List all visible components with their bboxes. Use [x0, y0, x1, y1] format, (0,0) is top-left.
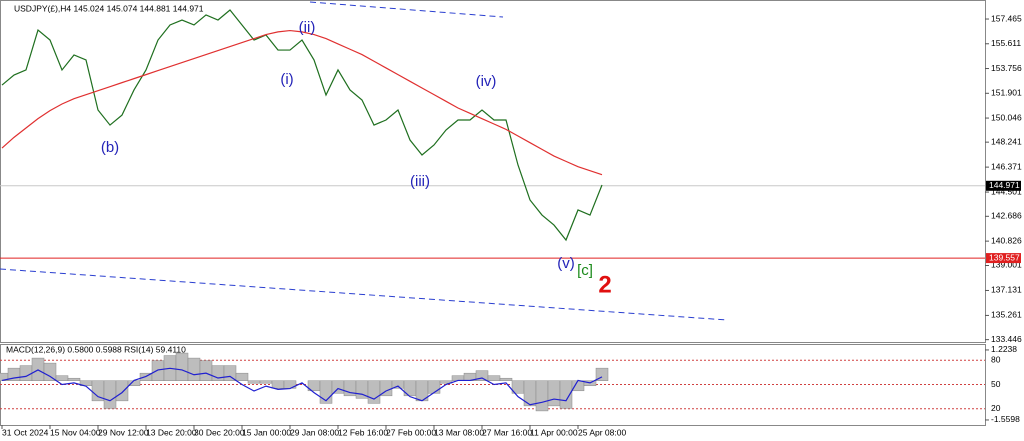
macd-bar [595, 367, 609, 381]
macd-bar [367, 380, 381, 404]
y-tick-label: 150.046 [991, 112, 1022, 122]
price-line [1, 29, 603, 176]
wave-label: [c] [577, 262, 593, 279]
y-tick-label: 137.131 [991, 285, 1022, 295]
y2-tick-label: 80 [991, 354, 1001, 364]
trend-line [309, 1, 504, 18]
wave-label: (b) [101, 139, 119, 156]
price-line [1, 9, 603, 242]
y-tick-label: 140.826 [991, 235, 1022, 245]
y-tick-label: 153.756 [991, 63, 1022, 73]
x-tick-label: 27 Mar 16:00 [482, 427, 532, 437]
support-label: 139.557 [989, 252, 1020, 262]
y-tick-label: 157.465 [991, 13, 1022, 23]
x-tick-label: 30 Dec 20:00 [194, 427, 245, 437]
last-price-box [986, 180, 1021, 191]
x-tick-label: 15 Nov 04:00 [50, 427, 101, 437]
y-tick-label: 144.501 [991, 186, 1022, 196]
x-tick-label: 29 Nov 12:00 [98, 427, 149, 437]
x-tick-label: 27 Feb 00:00 [386, 427, 436, 437]
macd-bar [175, 352, 189, 381]
macd-bar [271, 380, 285, 389]
wave-label: (i) [280, 71, 293, 88]
last-price-label: 144.971 [989, 180, 1020, 190]
macd-bar [499, 377, 513, 381]
x-tick-label: 13 Mar 08:00 [434, 427, 484, 437]
wave-label: (iv) [476, 73, 497, 90]
y-tick-label: 133.446 [991, 334, 1022, 344]
x-tick-label: 31 Oct 2024 [2, 427, 49, 437]
macd-bar [571, 380, 585, 392]
macd-bar [259, 380, 273, 384]
macd-bar [331, 380, 345, 394]
wave-label: (v) [557, 255, 575, 272]
indicator-title: MACD(12,26,9) 0.5800 0.5988 RSI(14) 59.4… [6, 344, 186, 354]
macd-bar [151, 360, 165, 381]
x-tick-label: 25 Apr 08:00 [578, 427, 626, 437]
x-tick-label: 11 Apr 00:00 [530, 427, 578, 437]
x-tick-label: 15 Jan 00:00 [242, 427, 291, 437]
y2-tick-label: 20 [991, 403, 1001, 413]
macd-bar [67, 377, 81, 381]
y-tick-label: 135.261 [991, 310, 1022, 320]
y-tick-label: 142.686 [991, 211, 1022, 221]
macd-bar [487, 375, 501, 381]
macd-bar [427, 380, 441, 394]
macd-bar [55, 375, 69, 381]
macd-bar [535, 380, 549, 412]
chart-title: USDJPY(£),H4 145.024 145.074 144.881 144… [14, 3, 204, 13]
y-tick-label: 146.371 [991, 161, 1022, 171]
trend-line [0, 268, 728, 321]
macd-bar [223, 365, 237, 381]
rsi-line [1, 367, 603, 406]
macd-bar [391, 380, 405, 389]
y-tick-label: 148.241 [991, 136, 1022, 146]
macd-bar [187, 357, 201, 381]
support-box [986, 253, 1021, 264]
macd-bar [103, 380, 117, 409]
y-tick-label: -1.5598 [991, 414, 1020, 424]
y2-tick-label: 50 [991, 379, 1001, 389]
y-tick-label: 139.001 [991, 260, 1022, 270]
y-tick-label: 155.611 [991, 38, 1021, 48]
y-tick-label: 151.901 [991, 88, 1022, 98]
wave-label: (ii) [299, 19, 316, 36]
wave-label: (iii) [410, 173, 430, 190]
macd-bar [235, 372, 249, 381]
x-tick-label: 12 Feb 16:00 [338, 427, 388, 437]
x-tick-label: 29 Jan 08:00 [290, 427, 339, 437]
wave-label: 2 [598, 271, 611, 298]
macd-bar [199, 360, 213, 381]
macd-bar [43, 362, 57, 381]
macd-bar [115, 380, 129, 402]
y-tick-label: 1.2238 [991, 344, 1017, 354]
macd-bar [547, 380, 561, 407]
macd-bar [559, 380, 573, 409]
x-tick-label: 13 Dec 20:00 [146, 427, 197, 437]
macd-bar [247, 380, 261, 384]
main-panel [0, 0, 986, 343]
macd-bar [19, 365, 33, 381]
